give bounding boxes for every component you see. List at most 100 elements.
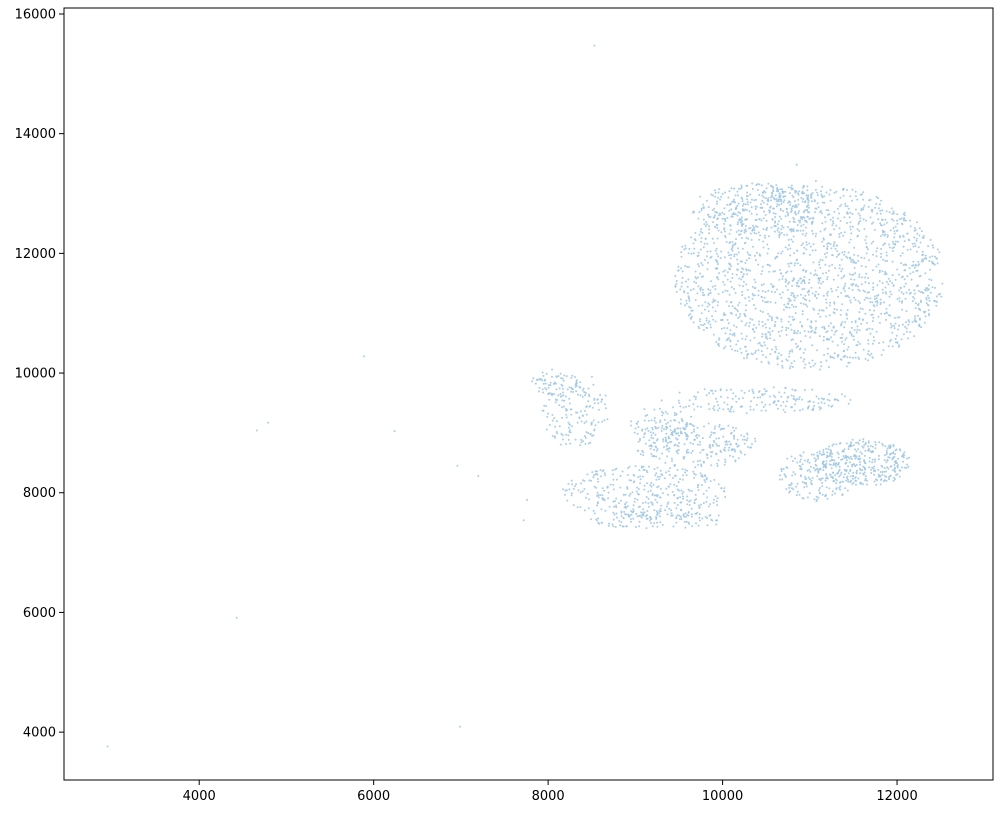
data-point [675, 507, 678, 510]
data-point [810, 479, 813, 482]
data-point [719, 449, 722, 452]
data-point [738, 301, 741, 304]
data-point [910, 278, 913, 281]
data-point [761, 394, 764, 397]
data-point [774, 270, 777, 273]
data-point [789, 254, 792, 257]
data-point [709, 444, 712, 447]
data-point [710, 434, 712, 436]
data-point [849, 356, 852, 359]
data-point [735, 400, 738, 403]
data-point [685, 474, 688, 477]
data-point [831, 452, 834, 455]
data-point [667, 470, 670, 473]
data-point [913, 335, 916, 338]
data-point [844, 469, 847, 472]
data-point [728, 263, 731, 266]
data-point [903, 217, 906, 220]
data-point [812, 401, 815, 403]
data-point [710, 280, 713, 283]
data-point [694, 239, 697, 242]
data-point [909, 291, 912, 294]
data-point [828, 314, 831, 317]
data-point [894, 322, 897, 325]
data-point [864, 265, 867, 268]
data-point [850, 260, 853, 263]
data-point [856, 325, 859, 328]
data-point [717, 229, 720, 232]
data-point [889, 290, 892, 293]
data-point [797, 219, 800, 222]
data-point [723, 490, 725, 493]
data-point [709, 289, 712, 292]
data-point [850, 326, 853, 329]
data-point [693, 472, 696, 475]
data-point [808, 217, 811, 220]
data-point [723, 218, 726, 220]
data-point [894, 278, 897, 281]
data-point [821, 240, 824, 243]
data-point [823, 402, 826, 405]
data-point [548, 398, 551, 401]
data-point [892, 219, 895, 222]
data-point [694, 396, 697, 399]
data-point [864, 443, 867, 445]
data-point [885, 461, 888, 464]
data-point [936, 248, 939, 251]
data-point [788, 355, 791, 358]
data-point [607, 491, 610, 494]
data-point [730, 300, 733, 303]
data-point [764, 409, 767, 412]
data-point [754, 208, 757, 210]
data-point [650, 444, 653, 447]
data-point [565, 413, 568, 416]
data-point [914, 315, 917, 318]
data-point [640, 516, 643, 519]
data-point [587, 400, 590, 403]
data-point [723, 401, 726, 404]
data-point [821, 481, 824, 484]
data-point [761, 401, 763, 404]
data-point [801, 218, 804, 221]
data-point [885, 251, 888, 254]
data-point [593, 474, 595, 477]
data-point [796, 482, 799, 485]
data-point [875, 195, 878, 198]
data-point [889, 280, 892, 283]
data-point [845, 459, 848, 462]
data-point [860, 207, 863, 210]
data-point [851, 212, 854, 215]
data-point [822, 294, 825, 297]
data-point [697, 463, 699, 466]
data-point [882, 301, 885, 304]
data-point [871, 328, 874, 330]
data-point [838, 475, 841, 478]
data-point [734, 213, 737, 216]
data-point [803, 282, 806, 285]
data-point [738, 315, 741, 318]
data-point [804, 209, 806, 212]
data-point [838, 212, 840, 215]
data-point [697, 489, 700, 491]
data-point [904, 282, 907, 285]
data-point [789, 247, 792, 250]
data-point [597, 501, 599, 504]
data-point [748, 325, 751, 328]
data-point [859, 469, 862, 472]
data-point [687, 451, 690, 454]
data-point [913, 236, 916, 239]
data-point [729, 410, 732, 413]
data-point [669, 483, 672, 486]
data-point [864, 475, 867, 478]
data-point [892, 284, 895, 287]
data-point [693, 430, 695, 433]
data-point [714, 195, 717, 198]
data-point [927, 309, 930, 312]
data-point [681, 420, 684, 423]
data-point [718, 337, 721, 340]
data-point [538, 378, 541, 381]
data-point [790, 455, 793, 458]
data-point [729, 345, 732, 348]
data-point [788, 300, 791, 303]
data-point [836, 344, 839, 347]
